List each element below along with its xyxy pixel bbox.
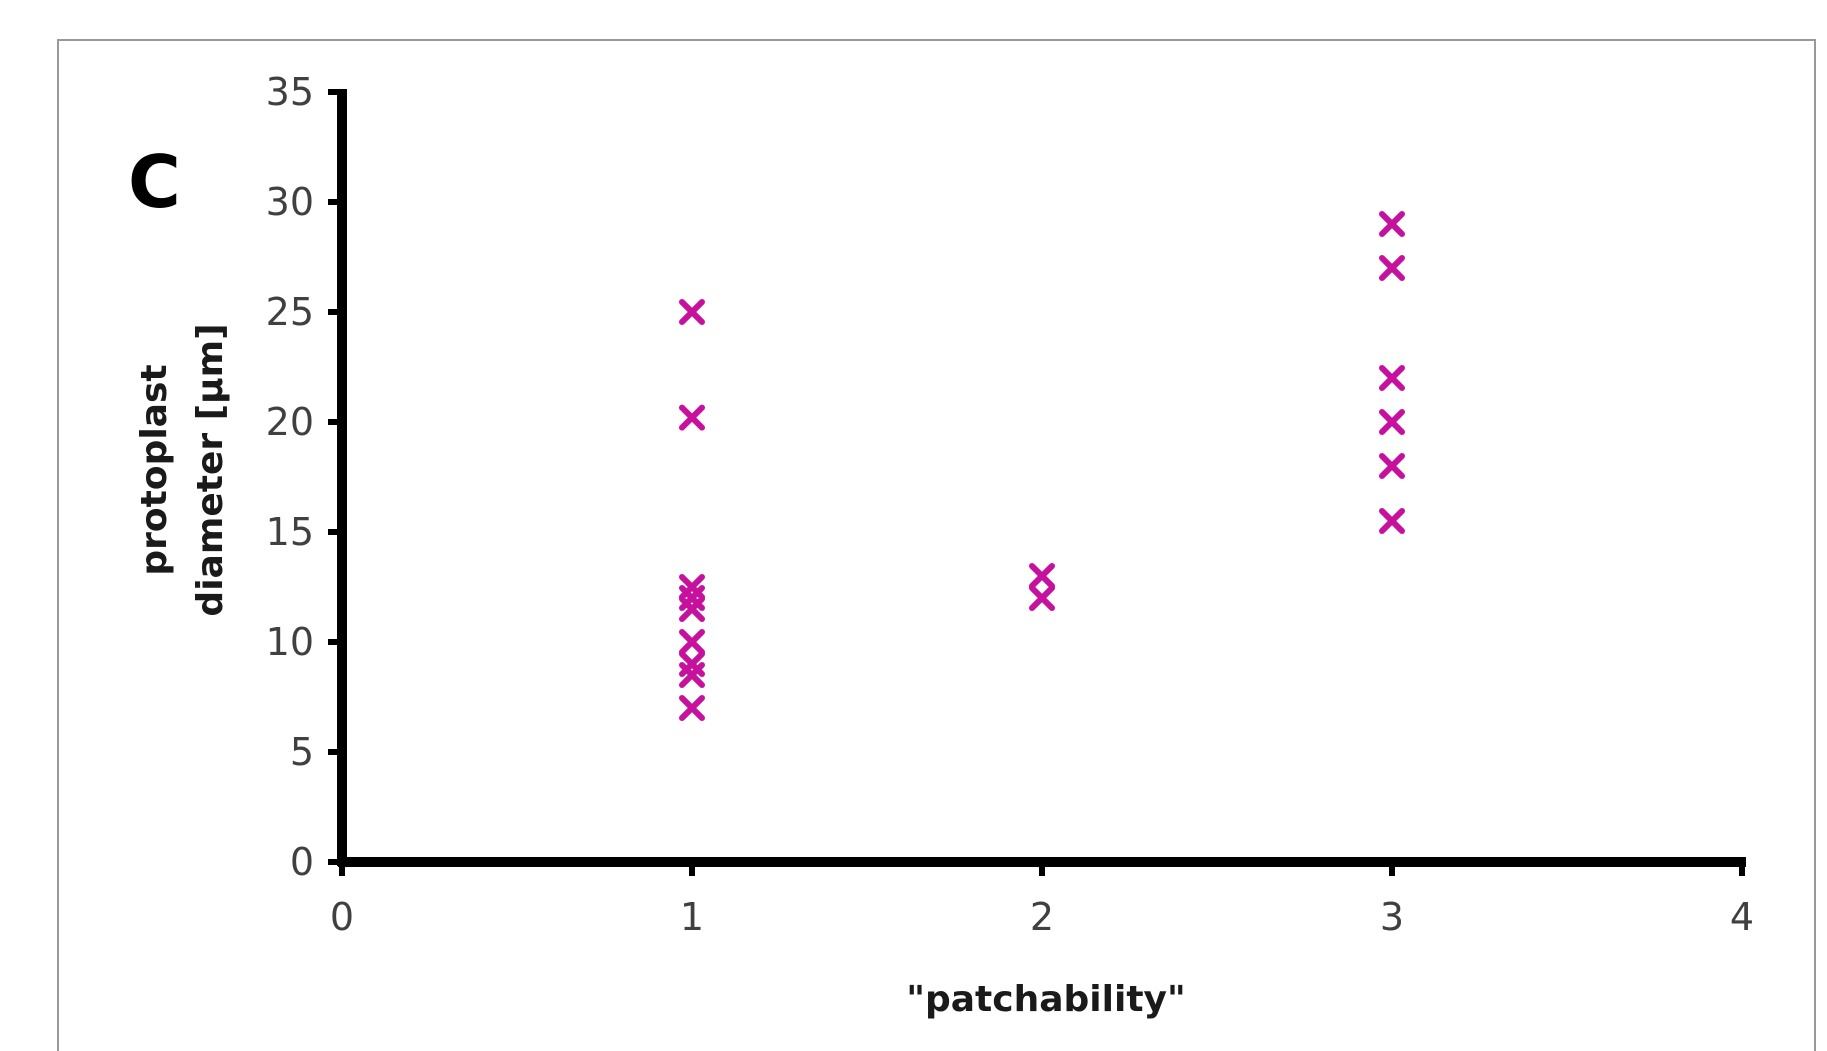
y-tick-label: 25: [266, 290, 314, 334]
x-tick-label: 1: [680, 895, 704, 939]
y-tick-label: 15: [266, 510, 314, 554]
chart-border: [58, 40, 1815, 1051]
x-tick-label: 4: [1730, 895, 1754, 939]
y-tick-label: 30: [266, 180, 314, 224]
y-tick-label: 35: [266, 70, 314, 114]
y-tick-label: 5: [290, 730, 314, 774]
x-tick-label: 2: [1030, 895, 1054, 939]
y-tick-label: 20: [266, 400, 314, 444]
y-tick-label: 10: [266, 620, 314, 664]
panel-label: C: [128, 140, 181, 224]
x-axis-title: "patchability": [906, 979, 1186, 1020]
y-axis-title-line-2: diameter [µm]: [190, 323, 231, 616]
x-tick-label: 3: [1380, 895, 1404, 939]
y-axis-title-line-1: protoplast: [134, 364, 175, 575]
y-tick-label: 0: [290, 840, 314, 884]
x-tick-label: 0: [330, 895, 354, 939]
